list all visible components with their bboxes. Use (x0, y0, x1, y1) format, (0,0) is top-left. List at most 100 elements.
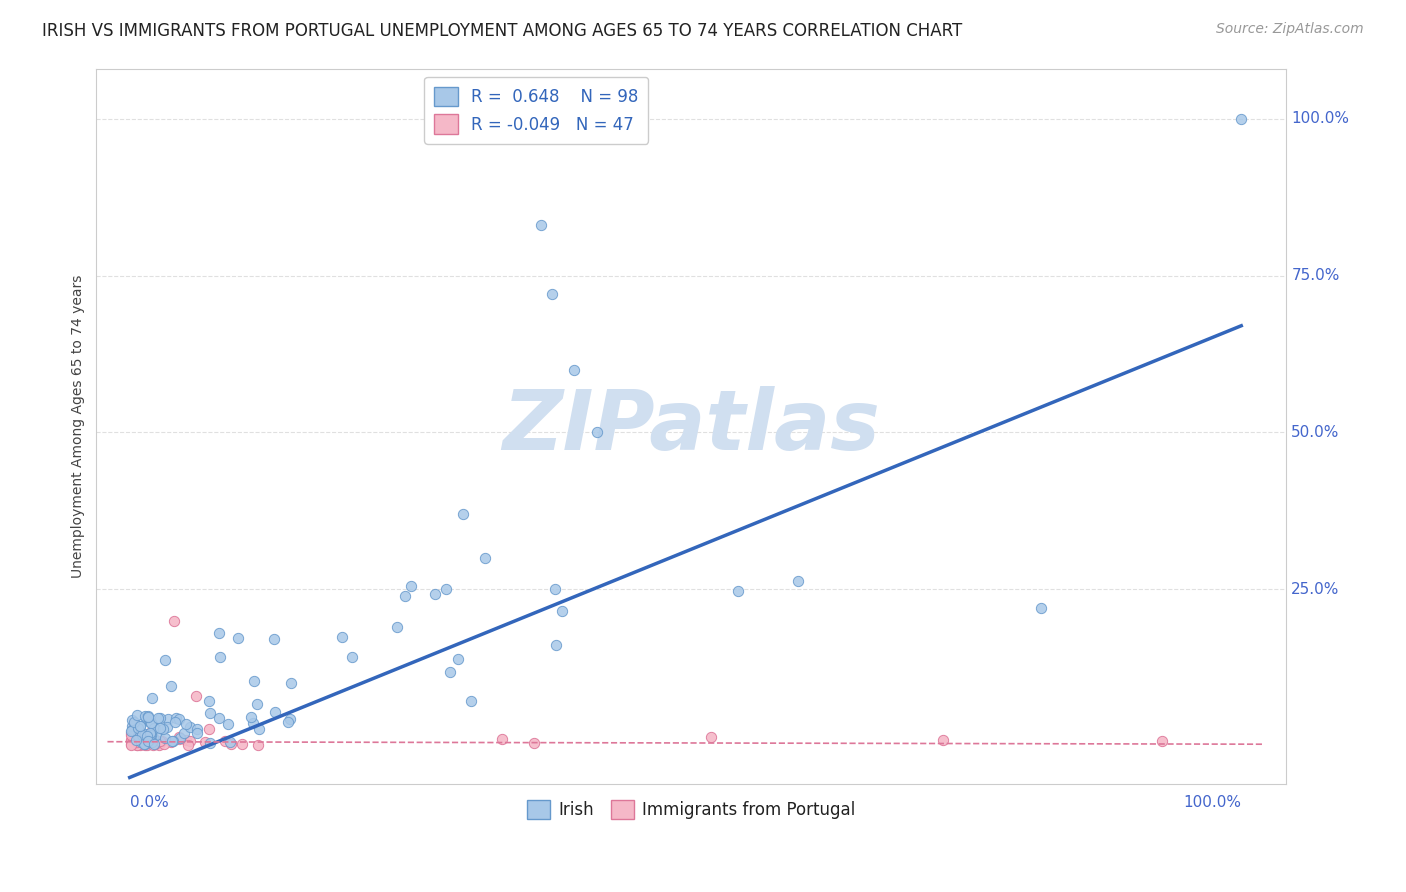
Point (142, 730, 165, 744)
Point (727, 584, 749, 599)
Point (136, 709, 159, 723)
Point (141, 690, 163, 705)
Point (544, 582, 567, 596)
Point (127, 722, 149, 736)
Point (523, 736, 546, 750)
Point (127, 735, 149, 749)
Point (142, 738, 165, 752)
Point (160, 733, 183, 747)
Point (278, 712, 301, 726)
Point (139, 728, 162, 742)
Point (474, 550, 496, 565)
Point (149, 711, 172, 725)
Point (169, 732, 191, 747)
Point (208, 626, 231, 640)
Y-axis label: Unemployment Among Ages 65 to 74 years: Unemployment Among Ages 65 to 74 years (72, 275, 86, 578)
Point (163, 614, 186, 628)
Point (141, 735, 163, 749)
Point (121, 723, 143, 737)
Point (155, 731, 177, 745)
Text: 100.0%: 100.0% (1184, 795, 1241, 810)
Point (134, 738, 156, 752)
Point (247, 738, 270, 752)
Point (198, 706, 221, 721)
Point (399, 579, 422, 593)
Point (491, 732, 513, 747)
Point (131, 728, 153, 742)
Point (198, 736, 221, 750)
Point (551, 604, 574, 618)
Point (460, 693, 482, 707)
Point (120, 728, 142, 742)
Text: Source: ZipAtlas.com: Source: ZipAtlas.com (1216, 22, 1364, 37)
Point (134, 727, 156, 741)
Point (243, 673, 266, 688)
Point (174, 717, 197, 731)
Point (242, 715, 264, 730)
Point (139, 715, 162, 730)
Point (145, 728, 167, 742)
Point (141, 731, 163, 746)
Point (530, 219, 553, 233)
Point (786, 574, 808, 588)
Point (120, 732, 142, 747)
Point (143, 721, 166, 735)
Point (208, 711, 231, 725)
Point (277, 714, 299, 729)
Point (209, 649, 232, 664)
Point (143, 737, 166, 751)
Point (138, 729, 160, 743)
Point (120, 734, 142, 748)
Point (139, 725, 162, 739)
Point (124, 737, 146, 751)
Point (1230, 112, 1253, 126)
Point (146, 711, 169, 725)
Point (434, 582, 457, 597)
Point (145, 721, 167, 735)
Text: IRISH VS IMMIGRANTS FROM PORTUGAL UNEMPLOYMENT AMONG AGES 65 TO 74 YEARS CORRELA: IRISH VS IMMIGRANTS FROM PORTUGAL UNEMPL… (42, 22, 963, 40)
Point (179, 734, 201, 748)
Point (127, 708, 149, 723)
Point (149, 721, 172, 735)
Point (179, 720, 201, 734)
Point (128, 738, 150, 752)
Point (1150, 733, 1173, 747)
Text: 75.0%: 75.0% (1291, 268, 1340, 283)
Point (423, 587, 446, 601)
Point (394, 589, 416, 603)
Point (149, 734, 172, 748)
Text: 0.0%: 0.0% (129, 795, 169, 810)
Legend: Irish, Immigrants from Portugal: Irish, Immigrants from Portugal (520, 793, 862, 825)
Point (169, 731, 191, 745)
Point (197, 694, 219, 708)
Point (129, 735, 152, 749)
Point (173, 725, 195, 739)
Point (143, 734, 166, 748)
Point (120, 724, 142, 739)
Point (218, 735, 240, 749)
Point (186, 722, 208, 736)
Point (219, 737, 242, 751)
Point (439, 665, 461, 679)
Point (129, 719, 152, 733)
Point (127, 729, 149, 743)
Point (134, 708, 156, 723)
Point (447, 651, 470, 665)
Point (129, 719, 152, 733)
Point (136, 734, 159, 748)
Point (120, 726, 142, 740)
Point (246, 698, 269, 712)
Point (139, 726, 162, 740)
Point (134, 737, 156, 751)
Point (143, 737, 166, 751)
Point (155, 653, 177, 667)
Point (156, 713, 179, 727)
Point (160, 735, 183, 749)
Point (124, 736, 146, 750)
Point (167, 712, 190, 726)
Point (141, 715, 163, 730)
Point (1031, 601, 1053, 615)
Point (120, 738, 142, 752)
Point (247, 722, 270, 736)
Point (186, 726, 208, 740)
